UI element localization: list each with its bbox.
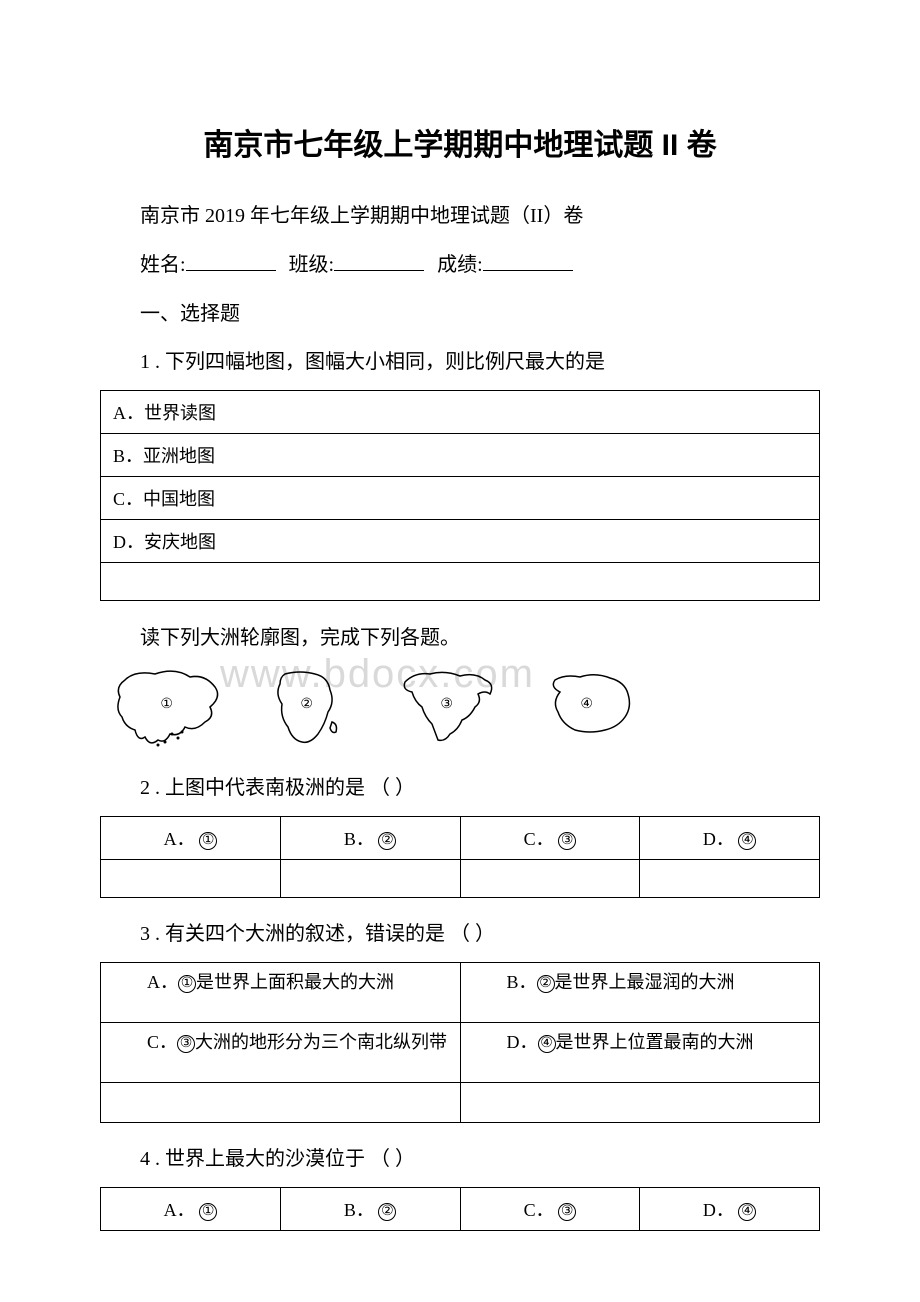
continent-1-label: ①	[160, 696, 173, 713]
continent-north-america: ③	[390, 662, 510, 752]
continent-2-label: ②	[300, 696, 313, 713]
continent-outlines: www.bdocx.com ① ② ③ ④	[110, 662, 820, 752]
question-4: 4 . 世界上最大的沙漠位于 （ ）	[100, 1143, 820, 1175]
continent-africa: ②	[250, 662, 370, 752]
score-blank	[483, 270, 573, 271]
q3-empty	[101, 1083, 461, 1123]
q4-option-d: D． ④	[640, 1188, 820, 1231]
question-2: 2 . 上图中代表南极洲的是 （ ）	[100, 772, 820, 804]
q3-option-d: D．④是世界上位置最南的大洲	[460, 1023, 820, 1083]
q2-options-table: A． ① B． ② C． ③ D． ④	[100, 816, 820, 898]
q3-option-b: B．②是世界上最湿润的大洲	[460, 963, 820, 1023]
q2-option-a: A． ①	[101, 817, 281, 860]
continent-4-label: ④	[580, 696, 593, 713]
q1-option-b: B．亚洲地图	[101, 434, 820, 477]
question-3: 3 . 有关四个大洲的叙述，错误的是 （ ）	[100, 918, 820, 950]
q2-option-c: C． ③	[460, 817, 640, 860]
q1-option-c: C．中国地图	[101, 477, 820, 520]
class-label: 班级:	[289, 254, 335, 276]
q1-option-d: D．安庆地图	[101, 520, 820, 563]
q2-empty	[640, 860, 820, 898]
q3-empty	[460, 1083, 820, 1123]
q2-empty	[460, 860, 640, 898]
q2-empty	[280, 860, 460, 898]
class-blank	[334, 270, 424, 271]
q2-empty	[101, 860, 281, 898]
q3-options-table: A．①是世界上面积最大的大洲 B．②是世界上最湿润的大洲 C．③大洲的地形分为三…	[100, 962, 820, 1123]
name-blank	[186, 270, 276, 271]
q3-option-c: C．③大洲的地形分为三个南北纵列带	[101, 1023, 461, 1083]
q4-options-table: A． ① B． ② C． ③ D． ④	[100, 1187, 820, 1231]
q2-option-d: D． ④	[640, 817, 820, 860]
q3-option-a: A．①是世界上面积最大的大洲	[101, 963, 461, 1023]
q1-options-table: A．世界读图 B．亚洲地图 C．中国地图 D．安庆地图	[100, 390, 820, 601]
q4-option-b: B． ②	[280, 1188, 460, 1231]
section-1-header: 一、选择题	[100, 297, 820, 326]
continent-antarctica: ④	[530, 662, 650, 752]
student-info-line: 姓名: 班级: 成绩:	[100, 248, 820, 277]
q4-option-a: A． ①	[101, 1188, 281, 1231]
continent-asia: ①	[110, 662, 230, 752]
score-label: 成绩:	[437, 254, 483, 276]
name-label: 姓名:	[140, 254, 186, 276]
q1-empty-row	[101, 563, 820, 601]
q2-option-b: B． ②	[280, 817, 460, 860]
subtitle: 南京市 2019 年七年级上学期期中地理试题（II）卷	[100, 199, 820, 228]
q4-option-c: C． ③	[460, 1188, 640, 1231]
page-title: 南京市七年级上学期期中地理试题 II 卷	[100, 120, 820, 164]
continent-3-label: ③	[440, 696, 453, 713]
instruction-continents: 读下列大洲轮廓图，完成下列各题。	[100, 621, 820, 650]
q1-option-a: A．世界读图	[101, 391, 820, 434]
question-1: 1 . 下列四幅地图，图幅大小相同，则比例尺最大的是	[100, 346, 820, 378]
